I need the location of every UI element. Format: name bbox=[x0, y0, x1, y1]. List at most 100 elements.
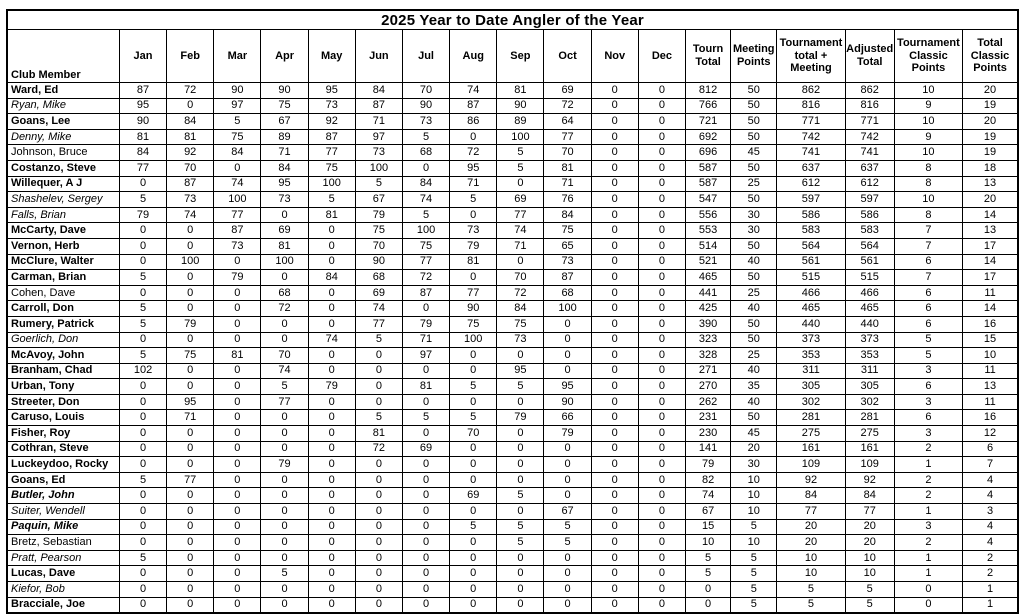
score-cell: 0 bbox=[166, 456, 215, 473]
score-cell: 100 bbox=[543, 300, 592, 317]
score-cell: 20 bbox=[844, 534, 895, 551]
score-cell: 5 bbox=[118, 315, 168, 333]
score-cell: 583 bbox=[844, 222, 895, 239]
score-cell: 0 bbox=[543, 315, 592, 333]
score-cell: 0 bbox=[166, 425, 215, 442]
score-cell: 5 bbox=[354, 331, 403, 349]
score-cell: 15 bbox=[684, 518, 732, 536]
score-cell: 64 bbox=[543, 113, 592, 130]
table-row: Carroll, Don 5 0 0 72 0 74 0 90 84 100 0 0 425 40 465 46… bbox=[6, 300, 1019, 317]
member-name: Pratt, Pearson bbox=[6, 549, 120, 567]
table-row: Goerlich, Don 0 0 0 0 74 5 71 100 73 0 0 0 323 50 373 37… bbox=[6, 331, 1019, 349]
score-cell: 73 bbox=[213, 237, 262, 255]
table-row: Cothran, Steve 0 0 0 0 0 72 69 0 0 0 0 0 141 20 161 161 2… bbox=[6, 440, 1019, 458]
score-cell: 50 bbox=[730, 331, 778, 349]
score-cell: 75 bbox=[543, 222, 592, 239]
score-cell: 0 bbox=[590, 347, 639, 364]
score-cell: 466 bbox=[844, 284, 895, 302]
score-cell: 0 bbox=[118, 331, 168, 349]
score-cell: 6 bbox=[893, 300, 964, 317]
score-cell: 68 bbox=[543, 284, 592, 302]
score-cell: 79 bbox=[213, 269, 262, 286]
score-cell: 862 bbox=[844, 82, 895, 99]
score-cell: 40 bbox=[730, 300, 778, 317]
score-cell: 0 bbox=[307, 596, 356, 614]
score-cell: 20 bbox=[962, 191, 1019, 208]
score-cell: 2 bbox=[893, 440, 964, 458]
score-cell: 0 bbox=[307, 393, 356, 411]
score-cell: 0 bbox=[637, 206, 687, 224]
score-cell: 0 bbox=[543, 549, 592, 567]
score-cell: 0 bbox=[166, 269, 215, 286]
score-cell: 742 bbox=[844, 128, 895, 146]
score-cell: 771 bbox=[776, 113, 846, 130]
score-cell: 0 bbox=[543, 596, 592, 614]
score-cell: 71 bbox=[166, 409, 215, 427]
score-cell: 10 bbox=[893, 191, 964, 208]
score-cell: 30 bbox=[730, 222, 778, 239]
score-cell: 6 bbox=[962, 440, 1019, 458]
score-cell: 0 bbox=[401, 456, 451, 473]
score-cell: 6 bbox=[893, 409, 964, 427]
score-cell: 75 bbox=[307, 159, 356, 177]
score-cell: 68 bbox=[354, 269, 403, 286]
score-cell: 72 bbox=[543, 97, 592, 115]
table-row: Lucas, Dave 0 0 0 5 0 0 0 0 0 0 0 0 5 5 10 10 1 2 bbox=[6, 565, 1019, 582]
score-cell: 0 bbox=[590, 159, 639, 177]
score-cell: 328 bbox=[684, 347, 732, 364]
score-cell: 90 bbox=[543, 393, 592, 411]
score-cell: 5 bbox=[684, 549, 732, 567]
score-cell: 0 bbox=[590, 471, 639, 489]
score-cell: 5 bbox=[543, 518, 592, 536]
score-cell: 87 bbox=[543, 269, 592, 286]
score-cell: 40 bbox=[730, 253, 778, 271]
score-cell: 0 bbox=[166, 487, 215, 505]
score-cell: 9 bbox=[893, 97, 964, 115]
score-cell: 0 bbox=[118, 378, 168, 395]
score-cell: 0 bbox=[590, 409, 639, 427]
score-cell: 466 bbox=[776, 284, 846, 302]
score-cell: 0 bbox=[496, 456, 545, 473]
score-cell: 0 bbox=[166, 300, 215, 317]
score-cell: 73 bbox=[401, 113, 451, 130]
score-cell: 230 bbox=[684, 425, 732, 442]
score-cell: 0 bbox=[590, 565, 639, 582]
score-cell: 81 bbox=[496, 82, 545, 99]
score-cell: 95 bbox=[449, 159, 498, 177]
score-cell: 0 bbox=[401, 393, 451, 411]
member-name: McCarty, Dave bbox=[6, 222, 120, 239]
score-cell: 0 bbox=[166, 503, 215, 520]
score-cell: 5 bbox=[213, 113, 262, 130]
score-cell: 0 bbox=[590, 487, 639, 505]
score-cell: 5 bbox=[401, 128, 451, 146]
score-cell: 7 bbox=[962, 456, 1019, 473]
member-name: Cohen, Dave bbox=[6, 284, 120, 302]
score-cell: 87 bbox=[166, 175, 215, 193]
score-cell: 0 bbox=[166, 565, 215, 582]
score-cell: 4 bbox=[962, 487, 1019, 505]
score-cell: 0 bbox=[354, 456, 403, 473]
score-cell: 102 bbox=[118, 362, 168, 380]
score-cell: 77 bbox=[354, 315, 403, 333]
score-cell: 0 bbox=[307, 581, 356, 598]
score-cell: 0 bbox=[260, 518, 309, 536]
score-cell: 69 bbox=[496, 191, 545, 208]
score-cell: 0 bbox=[590, 144, 639, 161]
table-row: Johnson, Bruce 84 92 84 71 77 73 68 72 5 70 0 0 696 45… bbox=[6, 144, 1019, 161]
member-name: Branham, Chad bbox=[6, 362, 120, 380]
score-cell: 3 bbox=[893, 393, 964, 411]
score-cell: 0 bbox=[449, 456, 498, 473]
score-cell: 81 bbox=[449, 253, 498, 271]
score-cell: 0 bbox=[213, 518, 262, 536]
score-cell: 5 bbox=[496, 518, 545, 536]
score-cell: 77 bbox=[166, 471, 215, 489]
score-cell: 77 bbox=[307, 144, 356, 161]
score-cell: 95 bbox=[166, 393, 215, 411]
score-cell: 109 bbox=[776, 456, 846, 473]
column-header: Sep bbox=[496, 29, 545, 83]
table-row: Costanzo, Steve 77 70 0 84 75 100 0 95 5 81 0 0 587 50… bbox=[6, 159, 1019, 177]
score-cell: 70 bbox=[496, 269, 545, 286]
member-name: Bracciale, Joe bbox=[6, 596, 120, 614]
score-cell: 465 bbox=[844, 300, 895, 317]
score-cell: 0 bbox=[213, 300, 262, 317]
